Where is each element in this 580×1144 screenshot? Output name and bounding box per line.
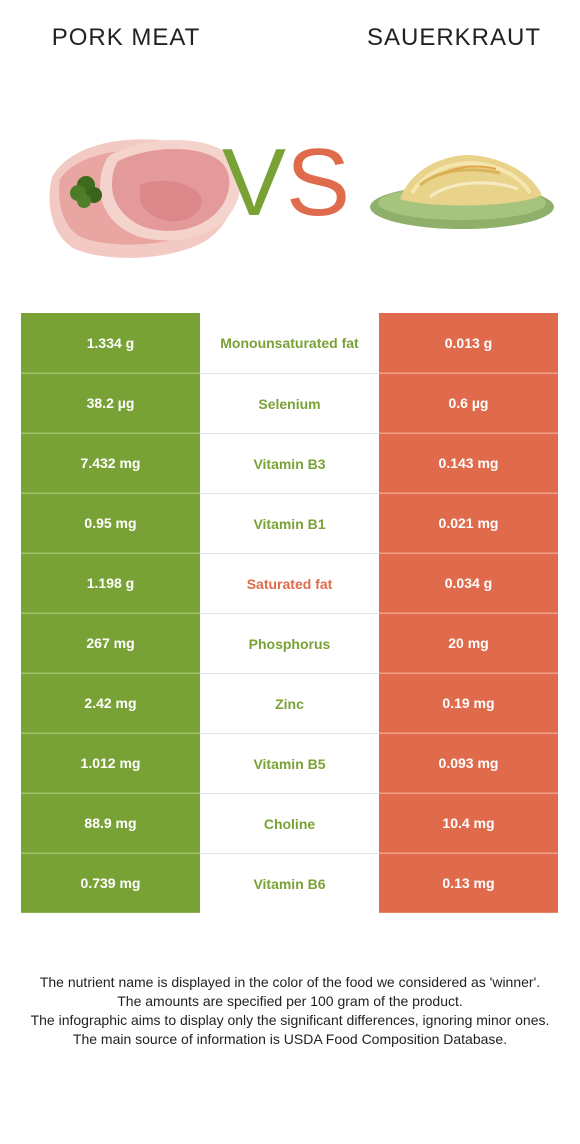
nutrient-name: Monounsaturated fat — [200, 313, 379, 373]
footnote: The main source of information is USDA F… — [72, 1031, 508, 1047]
left-value: 7.432 mg — [21, 433, 200, 493]
nutrient-name: Vitamin B5 — [200, 733, 379, 793]
food-images — [49, 139, 554, 258]
vs-label: VS — [222, 128, 352, 238]
pork-meat-image — [49, 139, 241, 258]
table-row: 0.739 mg Vitamin B6 0.13 mg — [21, 853, 558, 913]
right-value: 20 mg — [379, 613, 558, 673]
nutrient-name: Choline — [200, 793, 379, 853]
nutrient-name: Saturated fat — [200, 553, 379, 613]
right-food-title: SAUERKRAUT — [366, 24, 542, 51]
left-value: 2.42 mg — [21, 673, 200, 733]
table-row: 0.95 mg Vitamin B1 0.021 mg — [21, 493, 558, 553]
table-row: 267 mg Phosphorus 20 mg — [21, 613, 558, 673]
nutrient-name: Zinc — [200, 673, 379, 733]
footnotes: The nutrient name is displayed in the co… — [10, 973, 570, 1049]
left-value: 38.2 µg — [21, 373, 200, 433]
left-value: 267 mg — [21, 613, 200, 673]
left-food-title: PORK MEAT — [51, 24, 201, 51]
nutrient-name: Vitamin B1 — [200, 493, 379, 553]
right-value: 0.6 µg — [379, 373, 558, 433]
vs-s-letter: S — [286, 129, 351, 236]
nutrient-name: Phosphorus — [200, 613, 379, 673]
nutrient-name: Selenium — [200, 373, 379, 433]
vs-v-letter: V — [222, 129, 287, 236]
table-row: 7.432 mg Vitamin B3 0.143 mg — [21, 433, 558, 493]
left-value: 0.739 mg — [21, 853, 200, 913]
left-value: 1.012 mg — [21, 733, 200, 793]
right-value: 0.13 mg — [379, 853, 558, 913]
footnote: The nutrient name is displayed in the co… — [39, 974, 541, 990]
right-value: 0.021 mg — [379, 493, 558, 553]
right-value: 0.013 g — [379, 313, 558, 373]
sauerkraut-image — [370, 155, 554, 229]
table-row: 88.9 mg Choline 10.4 mg — [21, 793, 558, 853]
table-row: 1.334 g Monounsaturated fat 0.013 g — [21, 313, 558, 373]
footnote: The infographic aims to display only the… — [30, 1012, 550, 1028]
nutrient-name: Vitamin B6 — [200, 853, 379, 913]
right-value: 0.19 mg — [379, 673, 558, 733]
left-value: 1.198 g — [21, 553, 200, 613]
right-value: 10.4 mg — [379, 793, 558, 853]
table-row: 38.2 µg Selenium 0.6 µg — [21, 373, 558, 433]
table-row: 1.012 mg Vitamin B5 0.093 mg — [21, 733, 558, 793]
nutrient-name: Vitamin B3 — [200, 433, 379, 493]
table-row: 1.198 g Saturated fat 0.034 g — [21, 553, 558, 613]
right-value: 0.034 g — [379, 553, 558, 613]
table-row: 2.42 mg Zinc 0.19 mg — [21, 673, 558, 733]
left-value: 0.95 mg — [21, 493, 200, 553]
left-value: 1.334 g — [21, 313, 200, 373]
left-value: 88.9 mg — [21, 793, 200, 853]
right-value: 0.093 mg — [379, 733, 558, 793]
footnote: The amounts are specified per 100 gram o… — [117, 993, 463, 1009]
comparison-table: 1.334 g Monounsaturated fat 0.013 g 38.2… — [21, 313, 558, 913]
right-value: 0.143 mg — [379, 433, 558, 493]
